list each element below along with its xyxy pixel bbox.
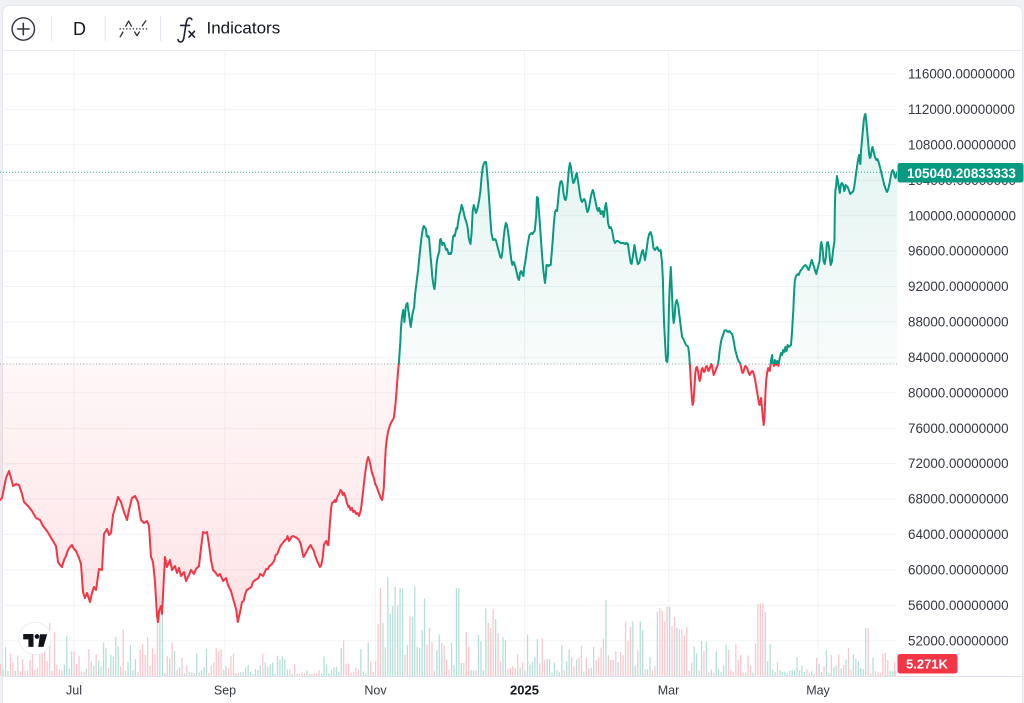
svg-text:100000.00000000: 100000.00000000	[908, 208, 1016, 223]
svg-text:D: D	[73, 19, 86, 39]
svg-text:112000.00000000: 112000.00000000	[908, 102, 1015, 117]
svg-text:2025: 2025	[510, 683, 539, 698]
svg-text:May: May	[806, 684, 830, 698]
svg-text:92000.00000000: 92000.00000000	[908, 279, 1009, 294]
svg-text:Nov: Nov	[364, 684, 387, 698]
svg-text:96000.00000000: 96000.00000000	[908, 244, 1009, 259]
svg-text:72000.00000000: 72000.00000000	[908, 456, 1009, 471]
svg-text:Indicators: Indicators	[207, 19, 281, 38]
svg-text:64000.00000000: 64000.00000000	[908, 527, 1009, 542]
svg-text:5.271K: 5.271K	[906, 657, 949, 672]
svg-text:60000.00000000: 60000.00000000	[908, 562, 1009, 577]
svg-text:88000.00000000: 88000.00000000	[908, 315, 1009, 330]
svg-text:80000.00000000: 80000.00000000	[908, 385, 1009, 400]
svg-text:116000.00000000: 116000.00000000	[908, 67, 1015, 82]
svg-text:105040.20833333: 105040.20833333	[907, 166, 1016, 181]
svg-text:84000.00000000: 84000.00000000	[908, 350, 1009, 365]
svg-text:Jul: Jul	[66, 684, 82, 698]
svg-text:Sep: Sep	[214, 684, 236, 698]
svg-text:52000.00000000: 52000.00000000	[908, 633, 1009, 648]
svg-text:56000.00000000: 56000.00000000	[908, 598, 1009, 613]
svg-text:Mar: Mar	[658, 684, 680, 698]
svg-text:108000.00000000: 108000.00000000	[908, 137, 1016, 152]
svg-text:76000.00000000: 76000.00000000	[908, 421, 1009, 436]
svg-text:68000.00000000: 68000.00000000	[908, 492, 1009, 507]
